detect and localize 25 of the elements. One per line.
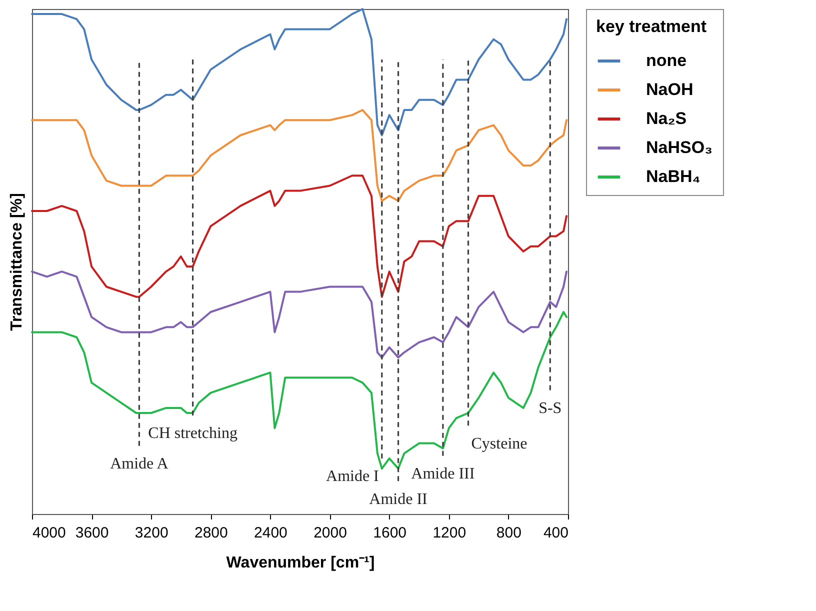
legend-label: NaHSO₃ — [646, 138, 712, 157]
legend-label: NaOH — [646, 80, 694, 99]
x-tick-label: 2400 — [254, 524, 288, 542]
x-tick-label: 3600 — [75, 524, 109, 542]
legend-label: NaBH₄ — [646, 167, 700, 186]
x-tick-label: 400 — [543, 524, 568, 542]
x-tick-label: 2000 — [314, 524, 347, 542]
x-axis-title: Wavenumber [cm⁻¹] — [226, 554, 375, 572]
ref-line-label: Amide III — [411, 466, 475, 483]
legend-label: Na₂S — [646, 109, 687, 128]
x-tick-label: 2800 — [194, 524, 228, 542]
legend-label: none — [646, 51, 687, 70]
ref-line-label: CH stretching — [148, 425, 238, 442]
ref-line-label: Amide I — [326, 468, 379, 486]
x-tick-label: 4000 — [32, 524, 66, 542]
ref-line-label: Amide A — [110, 456, 169, 472]
y-axis-title: Transmittance [%] — [8, 193, 26, 331]
x-tick-label: 1600 — [373, 524, 407, 542]
ref-line-label: S-S — [538, 400, 562, 417]
ref-line-label: Cysteine — [471, 435, 528, 452]
x-tick-label: 800 — [496, 524, 522, 542]
ref-line-label: Amide II — [369, 490, 428, 508]
legend-title: key treatment — [596, 17, 707, 36]
x-tick-label: 1200 — [432, 524, 466, 542]
x-tick-label: 3200 — [134, 524, 168, 542]
